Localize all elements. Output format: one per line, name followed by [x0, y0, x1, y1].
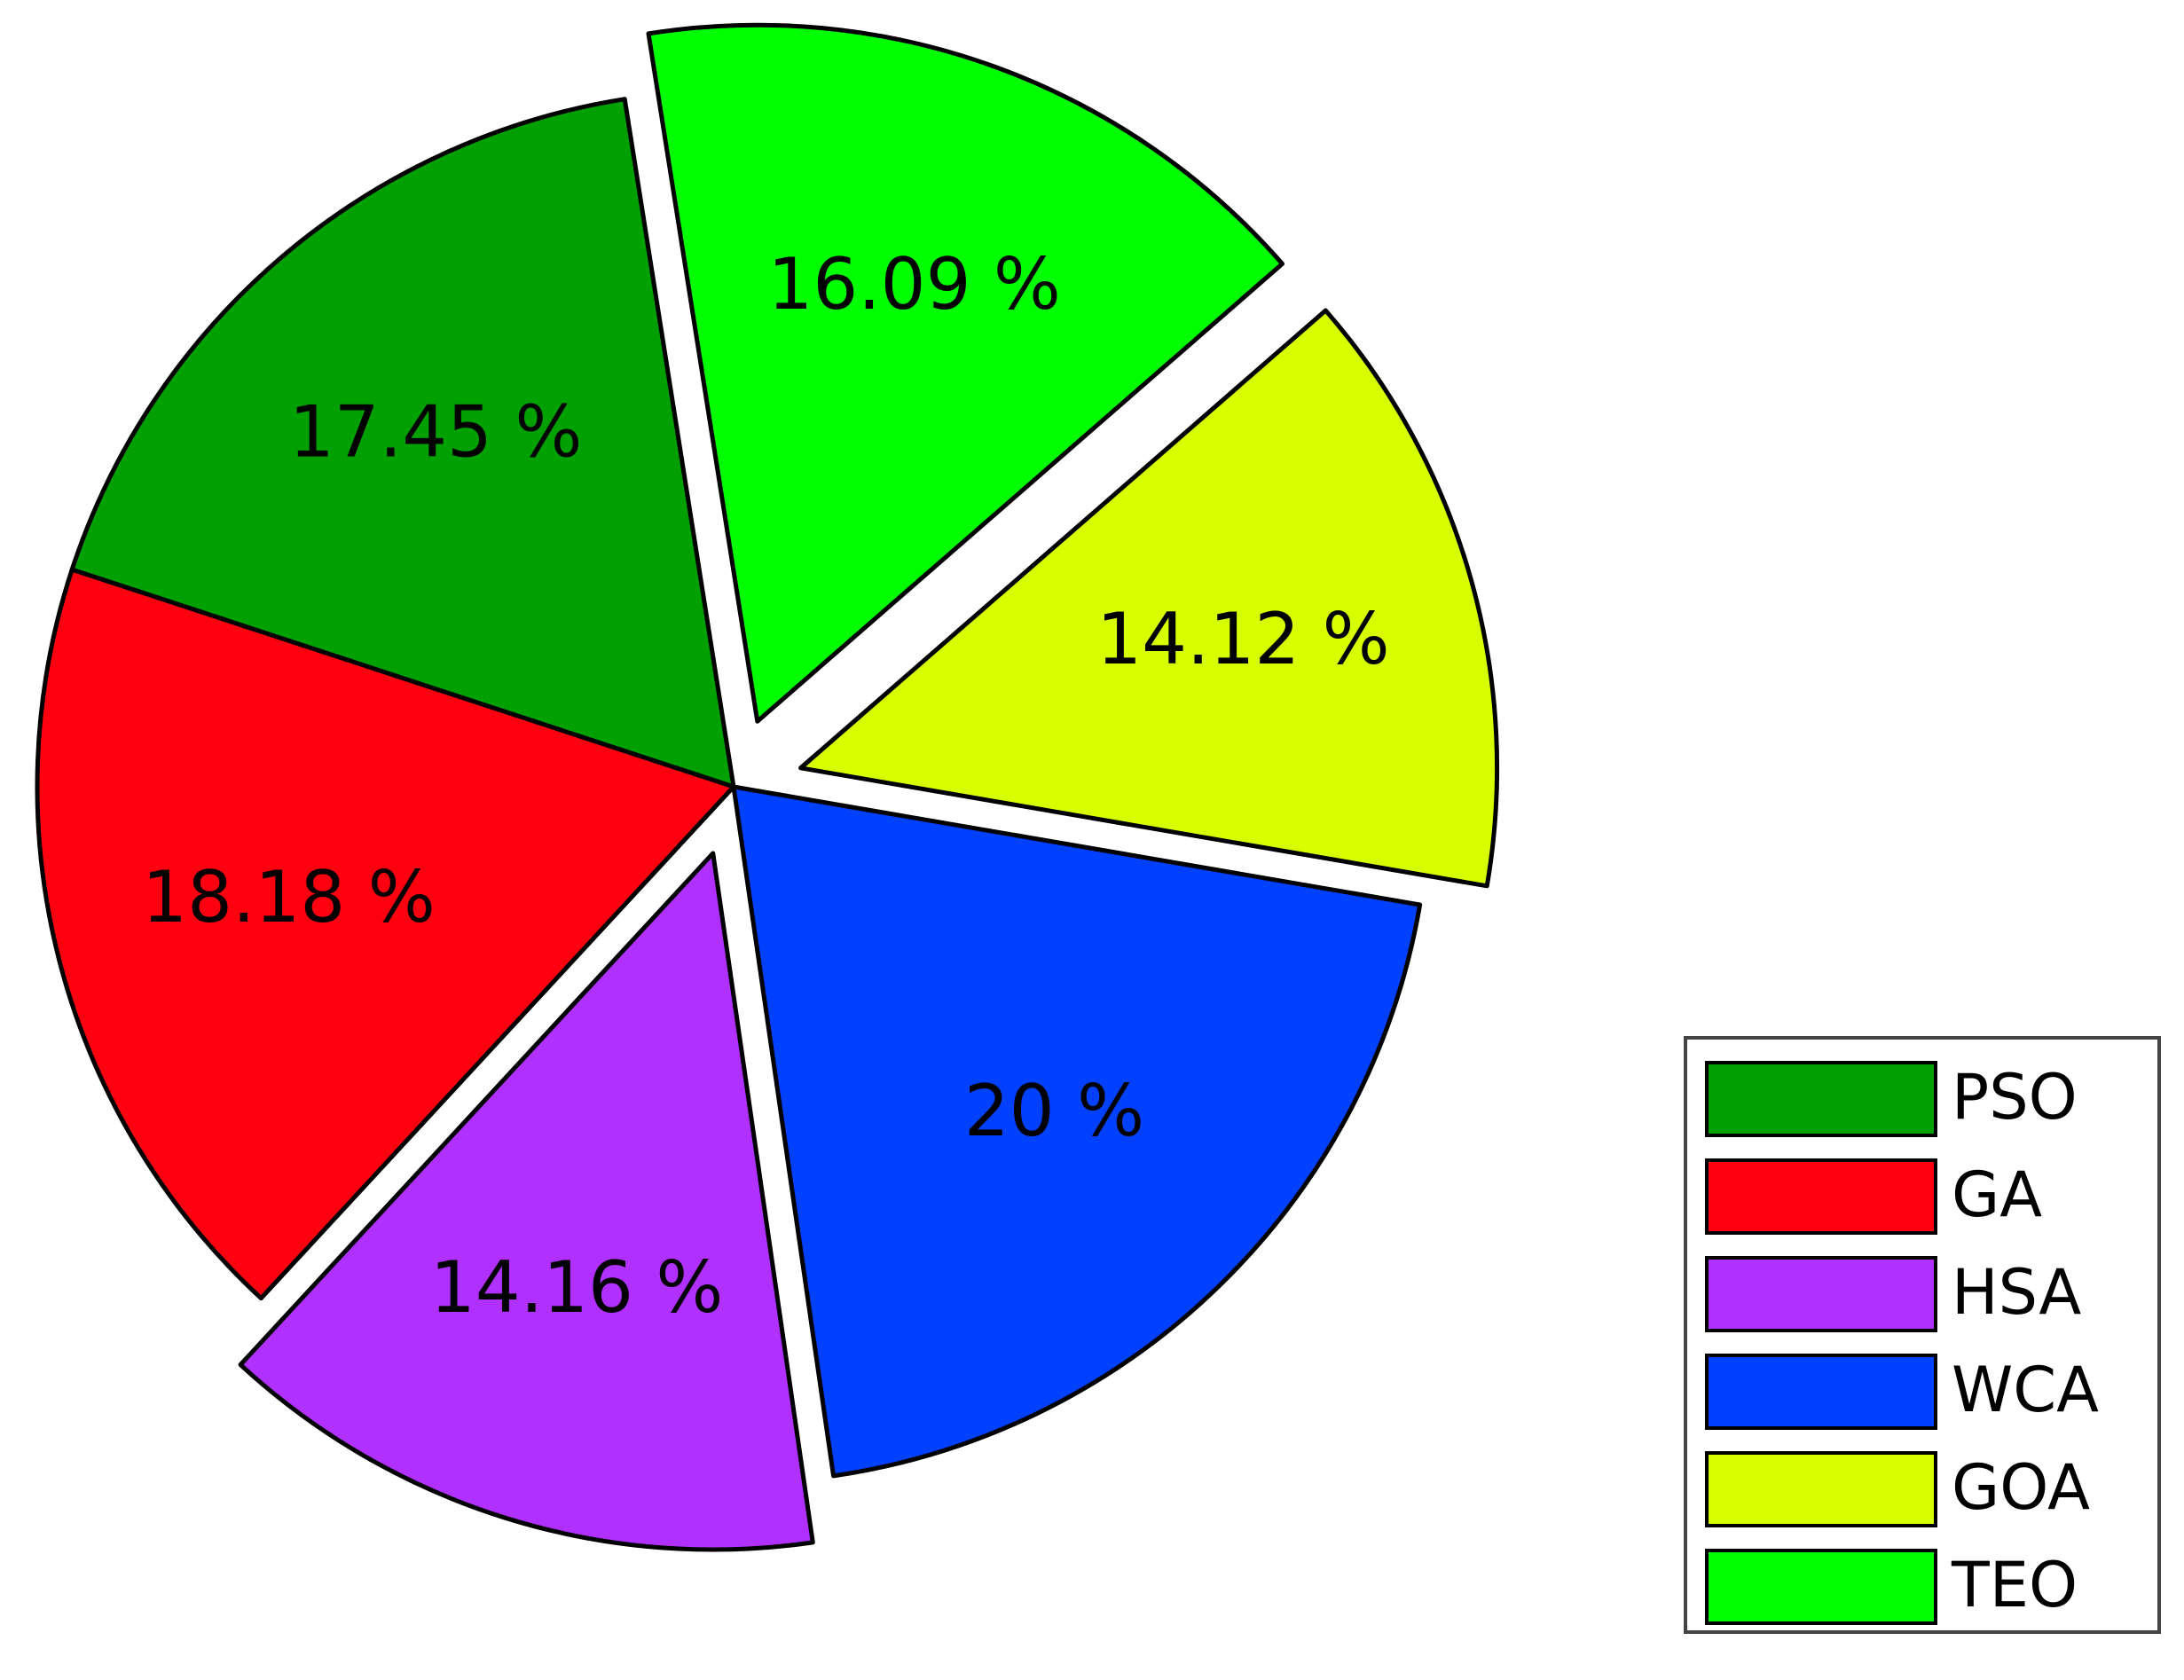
- slice-label: 14.16 %: [430, 1246, 723, 1329]
- pie-slice: [238, 851, 815, 1552]
- pie-slice: [646, 22, 1285, 724]
- slice-label: 17.45 %: [289, 390, 582, 473]
- legend-swatch: [1705, 1061, 1937, 1137]
- pie-slice: [35, 567, 736, 1301]
- legend-label: PSO: [1952, 1061, 2078, 1134]
- legend-label: GOA: [1952, 1451, 2090, 1524]
- legend-label: GA: [1952, 1158, 2042, 1231]
- slice-label: 16.09 %: [767, 243, 1060, 326]
- slice-label: 14.12 %: [1096, 598, 1389, 680]
- pie-slice: [798, 308, 1500, 889]
- legend-swatch: [1705, 1354, 1937, 1430]
- legend-label: WCA: [1952, 1354, 2099, 1426]
- legend-swatch: [1705, 1158, 1937, 1235]
- pie-slice: [731, 784, 1423, 1479]
- legend-swatch: [1705, 1256, 1937, 1332]
- legend-label: HSA: [1952, 1256, 2081, 1329]
- legend-swatch: [1705, 1451, 1937, 1527]
- slice-label: 18.18 %: [142, 856, 435, 938]
- legend-swatch: [1705, 1549, 1937, 1625]
- pie-slice: [69, 97, 736, 789]
- slice-label: 20 %: [964, 1070, 1144, 1152]
- legend-label: TEO: [1951, 1549, 2078, 1621]
